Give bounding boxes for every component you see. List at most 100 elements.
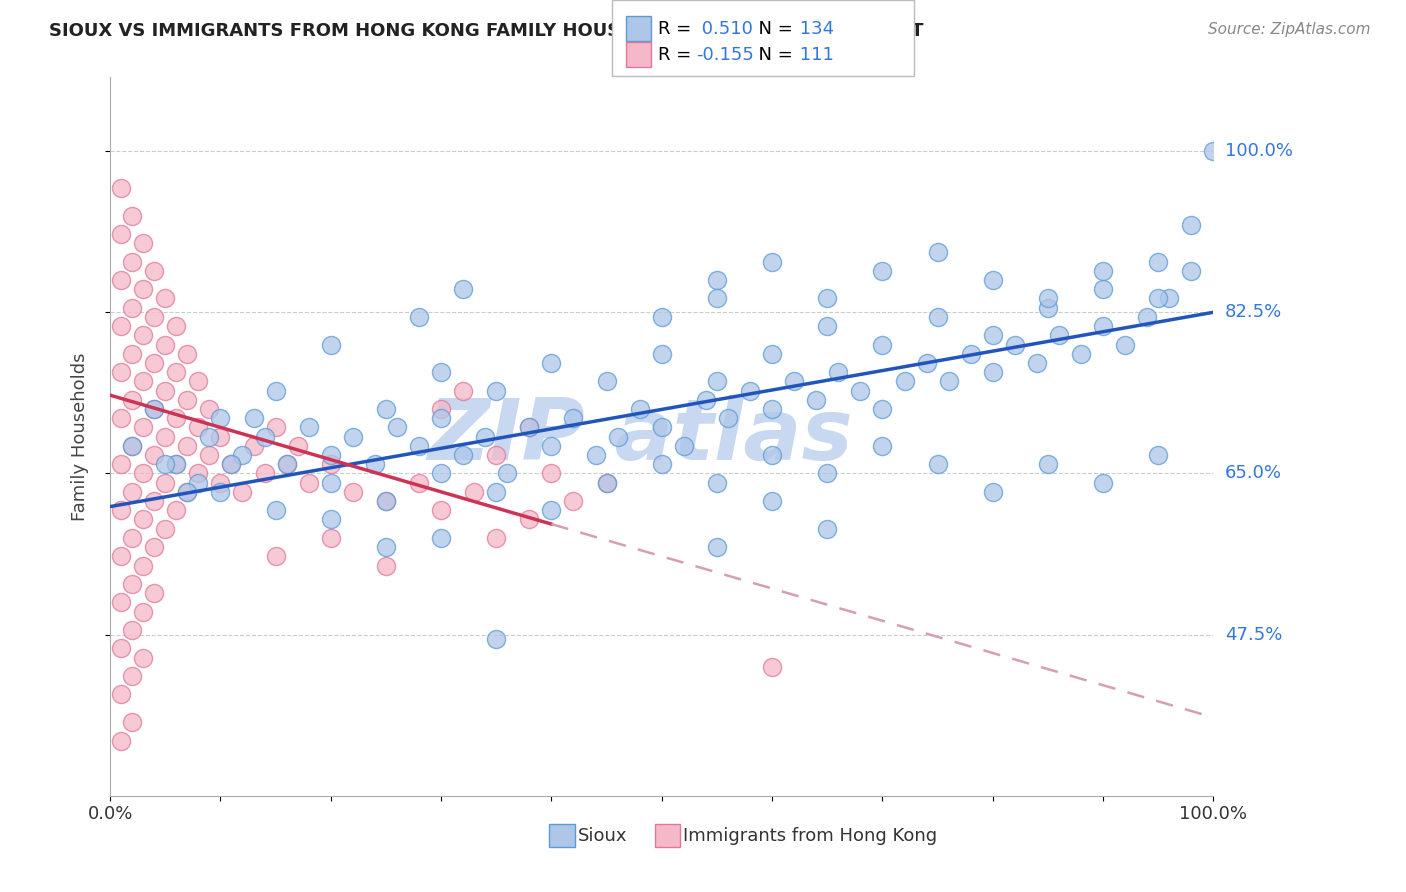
Point bbox=[938, 375, 960, 389]
Point bbox=[463, 484, 485, 499]
Point bbox=[562, 494, 585, 508]
Text: 65.0%: 65.0% bbox=[1225, 465, 1282, 483]
Point bbox=[706, 273, 728, 287]
Point bbox=[287, 439, 309, 453]
Point bbox=[651, 347, 673, 361]
Point bbox=[927, 457, 949, 471]
Point bbox=[1180, 264, 1202, 278]
Text: Sioux: Sioux bbox=[578, 827, 627, 845]
Text: SIOUX VS IMMIGRANTS FROM HONG KONG FAMILY HOUSEHOLDS CORRELATION CHART: SIOUX VS IMMIGRANTS FROM HONG KONG FAMIL… bbox=[49, 22, 924, 40]
Point bbox=[319, 512, 342, 526]
Point bbox=[110, 641, 132, 656]
Point bbox=[176, 347, 198, 361]
Point bbox=[1114, 337, 1136, 351]
Point bbox=[155, 384, 177, 398]
Point bbox=[1092, 282, 1115, 296]
Point bbox=[319, 337, 342, 351]
Point bbox=[176, 439, 198, 453]
Point bbox=[374, 558, 396, 573]
Point bbox=[651, 457, 673, 471]
Text: 82.5%: 82.5% bbox=[1225, 303, 1282, 321]
Point bbox=[981, 273, 1004, 287]
Point bbox=[143, 264, 166, 278]
Text: R =: R = bbox=[658, 45, 697, 63]
Point bbox=[872, 401, 894, 416]
Point bbox=[319, 457, 342, 471]
Point bbox=[1136, 310, 1159, 324]
Point bbox=[717, 411, 740, 425]
Point bbox=[1180, 218, 1202, 232]
Point bbox=[485, 632, 508, 647]
Point bbox=[562, 411, 585, 425]
Point bbox=[595, 475, 617, 490]
Point bbox=[121, 623, 143, 637]
Point bbox=[519, 420, 541, 434]
Point bbox=[319, 448, 342, 462]
Point bbox=[110, 457, 132, 471]
Point bbox=[872, 264, 894, 278]
Point bbox=[132, 467, 155, 481]
Point bbox=[110, 595, 132, 609]
Point bbox=[110, 181, 132, 195]
Point bbox=[408, 439, 430, 453]
Point bbox=[706, 375, 728, 389]
Point bbox=[110, 503, 132, 517]
Point bbox=[815, 319, 838, 334]
Point bbox=[132, 605, 155, 619]
Point bbox=[221, 457, 243, 471]
Point bbox=[1092, 475, 1115, 490]
Point bbox=[231, 448, 253, 462]
Point bbox=[915, 356, 938, 370]
Point bbox=[132, 420, 155, 434]
Point bbox=[198, 401, 221, 416]
Point bbox=[121, 254, 143, 268]
Point bbox=[121, 209, 143, 223]
Point bbox=[187, 475, 209, 490]
Point bbox=[981, 365, 1004, 379]
Point bbox=[1047, 328, 1070, 343]
Point bbox=[209, 475, 232, 490]
Point bbox=[519, 512, 541, 526]
Point bbox=[430, 531, 453, 545]
Point bbox=[815, 522, 838, 536]
Point bbox=[155, 429, 177, 443]
Point bbox=[209, 411, 232, 425]
Point bbox=[143, 540, 166, 554]
Point bbox=[927, 310, 949, 324]
Text: Immigrants from Hong Kong: Immigrants from Hong Kong bbox=[683, 827, 936, 845]
Point bbox=[110, 273, 132, 287]
Point bbox=[155, 522, 177, 536]
Point bbox=[706, 292, 728, 306]
Point bbox=[198, 448, 221, 462]
Point bbox=[408, 310, 430, 324]
Point bbox=[187, 375, 209, 389]
Point bbox=[595, 375, 617, 389]
Point bbox=[374, 494, 396, 508]
Point bbox=[893, 375, 915, 389]
Text: N =: N = bbox=[747, 20, 799, 37]
Point bbox=[761, 254, 783, 268]
Point bbox=[110, 227, 132, 241]
Point bbox=[761, 347, 783, 361]
Point bbox=[165, 503, 187, 517]
Point bbox=[1202, 144, 1225, 158]
Point bbox=[110, 688, 132, 702]
Point bbox=[485, 448, 508, 462]
Point bbox=[165, 411, 187, 425]
Point bbox=[264, 420, 287, 434]
Point bbox=[783, 375, 806, 389]
Point bbox=[242, 411, 264, 425]
Point bbox=[132, 650, 155, 665]
Point bbox=[155, 457, 177, 471]
Point bbox=[849, 384, 872, 398]
Point bbox=[761, 660, 783, 674]
Point bbox=[121, 669, 143, 683]
Point bbox=[121, 715, 143, 730]
Point bbox=[1159, 292, 1181, 306]
Text: R =: R = bbox=[658, 20, 697, 37]
Point bbox=[110, 549, 132, 564]
Point bbox=[806, 392, 828, 407]
Point bbox=[761, 401, 783, 416]
Point bbox=[1147, 254, 1170, 268]
Point bbox=[540, 356, 562, 370]
